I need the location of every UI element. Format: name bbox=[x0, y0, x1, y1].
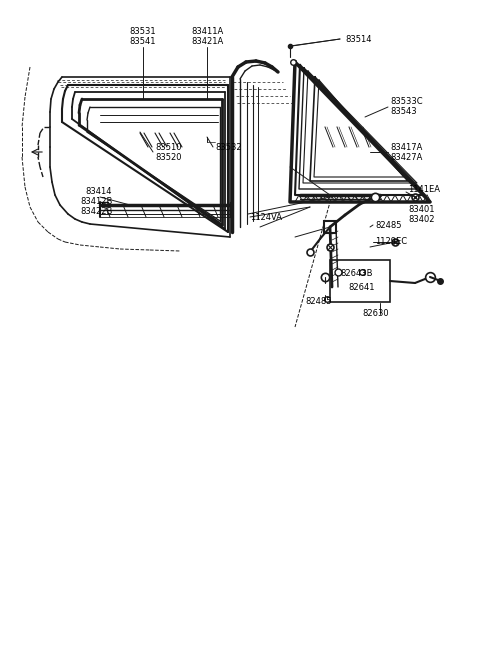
Text: 1141EA: 1141EA bbox=[408, 185, 440, 194]
Bar bbox=[330, 260, 390, 302]
Text: 83514: 83514 bbox=[345, 35, 372, 43]
Text: 83411A: 83411A bbox=[191, 28, 223, 37]
Text: 83427A: 83427A bbox=[390, 152, 422, 162]
Text: 82641: 82641 bbox=[348, 283, 374, 292]
Text: 83422B: 83422B bbox=[80, 208, 112, 217]
Text: 83533C: 83533C bbox=[390, 97, 422, 106]
Text: 83417A: 83417A bbox=[390, 143, 422, 152]
Text: 83414: 83414 bbox=[85, 187, 111, 196]
Text: 82630: 82630 bbox=[362, 309, 389, 319]
Text: 83541: 83541 bbox=[130, 37, 156, 47]
Text: 1124VA: 1124VA bbox=[250, 212, 282, 221]
Text: 83401: 83401 bbox=[408, 206, 434, 214]
Text: 83532: 83532 bbox=[215, 143, 241, 152]
Text: 83531: 83531 bbox=[130, 28, 156, 37]
Text: 83520: 83520 bbox=[155, 152, 181, 162]
Text: 83510: 83510 bbox=[155, 143, 181, 152]
Text: 1129EC: 1129EC bbox=[375, 237, 407, 246]
Text: 82643B: 82643B bbox=[340, 269, 372, 279]
Text: 83412B: 83412B bbox=[80, 198, 112, 206]
Text: 83421A: 83421A bbox=[191, 37, 223, 47]
Text: 83543: 83543 bbox=[390, 108, 417, 116]
Text: 83402: 83402 bbox=[408, 215, 434, 225]
Text: 82485: 82485 bbox=[305, 298, 332, 307]
Text: 82485: 82485 bbox=[375, 221, 401, 229]
